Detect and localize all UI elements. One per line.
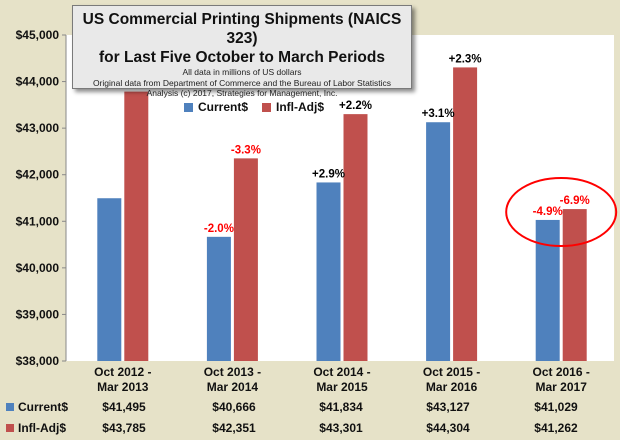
table-cell-current-3: $43,127 [426, 400, 470, 414]
bar-infl-adj-0 [124, 91, 149, 361]
highlight-circle [505, 177, 618, 247]
data-table-row-infl-adj: Infl-Adj$ $43,785 $42,351 $43,301 $44,30… [0, 421, 620, 437]
bar-infl-adj-2 [343, 114, 368, 362]
subtitle-line-2: Original data from Department of Commerc… [92, 77, 392, 88]
y-axis: $38,000 $39,000 $40,000 $41,000 $42,000 $43,0… [16, 28, 67, 368]
table-cell-current-2: $41,834 [319, 400, 363, 414]
data-label: +2.2% [339, 100, 372, 112]
y-tick-label: $38,000 [16, 354, 60, 368]
legend-label-infl-adj: Infl-Adj$ [276, 100, 325, 114]
y-tick-label: $42,000 [16, 168, 60, 182]
x-tick-label-line2: Mar 2017 [536, 380, 588, 394]
table-cell-infl-adj-2: $43,301 [319, 421, 363, 435]
table-swatch-infl-adj [6, 424, 14, 432]
subtitle-line-3: Analysis (c) 2017, Strategies for Manage… [146, 88, 338, 98]
bar-infl-adj-4 [562, 209, 587, 361]
table-swatch-current [6, 403, 14, 411]
x-tick-label: Oct 2012 - [94, 365, 151, 379]
bar-infl-adj-1 [233, 158, 258, 361]
data-label: +2.9% [312, 168, 345, 180]
bar-infl-adj-3 [453, 67, 478, 362]
x-tick-label-line2: Mar 2016 [426, 380, 478, 394]
legend-label-current: Current$ [198, 100, 249, 114]
data-labels: -2.0% -3.3% +2.9% +2.2% +3.1% +2.3% -4.9%-6.9% [204, 53, 590, 234]
table-cell-infl-adj-0: $43,785 [102, 421, 146, 435]
bars [97, 67, 587, 362]
y-tick-label: $43,000 [16, 121, 60, 135]
x-tick-label: Oct 2016 - [533, 365, 590, 379]
data-label: -6.9% [560, 195, 590, 207]
chart-title-box: US Commercial Printing Shipments (NAICS … [72, 5, 412, 98]
subtitle-line-1: All data in millions of US dollars [182, 67, 302, 77]
table-series-name-current: Current$ [18, 400, 69, 414]
table-row-label-infl-adj: Infl-Adj$ [6, 421, 66, 435]
y-tick-label: $44,000 [16, 75, 60, 89]
data-label: -3.3% [231, 144, 261, 156]
data-table-row-current: Current$ $41,495 $40,666 $41,834 $43,127… [0, 400, 620, 416]
table-cell-current-4: $41,029 [534, 400, 578, 414]
bar-current-2 [316, 182, 341, 361]
x-tick-label-line2: Mar 2015 [316, 380, 368, 394]
bar-current-4 [535, 219, 560, 361]
bar-current-3 [426, 122, 451, 361]
table-cell-current-0: $41,495 [102, 400, 146, 414]
x-axis: Oct 2012 -Mar 2013 Oct 2013 -Mar 2014 Oct … [94, 365, 590, 394]
data-label: -4.9% [533, 206, 563, 218]
table-cell-infl-adj-4: $41,262 [534, 421, 578, 435]
table-cell-infl-adj-1: $42,351 [212, 421, 256, 435]
legend: Current$ Infl-Adj$ [184, 100, 324, 114]
table-series-name-infl-adj: Infl-Adj$ [18, 421, 66, 435]
legend-swatch-current [184, 102, 193, 112]
chart-title-line2: for Last Five October to March Periods [99, 49, 385, 66]
data-label: +3.1% [422, 108, 455, 120]
y-tick-label: $45,000 [16, 28, 60, 42]
highlight-annotation [505, 177, 618, 247]
chart-title: US Commercial Printing Shipments (NAICS … [82, 11, 402, 47]
table-cell-infl-adj-3: $44,304 [426, 421, 470, 435]
y-tick-label: $40,000 [16, 261, 60, 275]
legend-item-infl-adj: Infl-Adj$ [262, 100, 324, 114]
data-label: -2.0% [204, 223, 234, 235]
x-tick-label: Oct 2014 - [313, 365, 370, 379]
table-row-label-current: Current$ [6, 400, 68, 414]
legend-swatch-infl-adj [262, 102, 272, 112]
y-tick-label: $41,000 [16, 214, 60, 228]
legend-item-current: Current$ [184, 100, 248, 114]
x-tick-label: Oct 2013 - [204, 365, 261, 379]
x-tick-label-line2: Mar 2013 [97, 380, 149, 394]
bar-current-1 [206, 236, 231, 361]
y-tick-label: $39,000 [16, 307, 60, 321]
data-label: +2.3% [449, 53, 482, 65]
x-tick-label: Oct 2015 - [423, 365, 480, 379]
x-tick-label-line2: Mar 2014 [207, 380, 259, 394]
bar-current-0 [97, 198, 122, 361]
table-cell-current-1: $40,666 [212, 400, 256, 414]
